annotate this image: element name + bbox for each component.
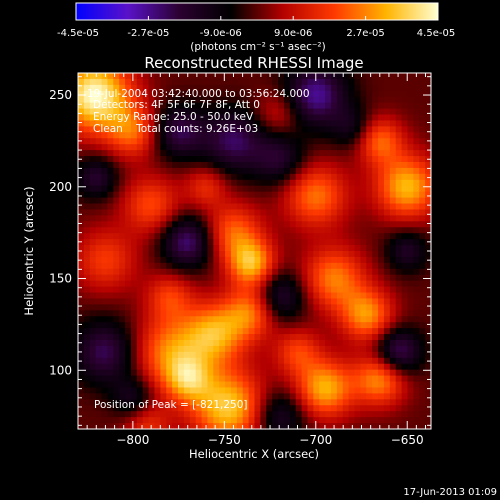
footer-date: 17-Jun-2013 01:09: [403, 487, 497, 498]
y-axis-label: Heliocentric Y (arcsec): [22, 186, 36, 315]
x-tick-label: −750: [208, 433, 241, 447]
x-tick-label: −800: [116, 433, 149, 447]
info-line-energy: Energy Range: 25.0 - 50.0 keV: [93, 111, 254, 123]
y-tick-label: 100: [49, 363, 72, 377]
colorbar-ticks: -4.5e-05 -2.7e-05 -9.0e-06 9.0e-06 2.7e-05 4.…: [57, 16, 455, 39]
chart-title: Reconstructed RHESSI Image: [144, 54, 363, 72]
colorbar: -4.5e-05 -2.7e-05 -9.0e-06 9.0e-06 2.7e-05 4.…: [57, 2, 455, 53]
colorbar-tick-label: -4.5e-05: [57, 28, 99, 39]
info-line-detectors: Detectors: 4F 5F 6F 7F 8F, Att 0: [93, 99, 260, 111]
heatmap: [78, 73, 431, 429]
colorbar-tick-label: -9.0e-06: [200, 28, 242, 39]
info-line-clean: Clean Total counts: 9.26E+03: [93, 123, 258, 135]
colorbar-unit-label: (photons cm⁻² s⁻¹ asec⁻²): [190, 41, 325, 53]
x-tick-label: −650: [391, 433, 424, 447]
colorbar-tick-label: 4.5e-05: [417, 28, 455, 39]
peak-position-label: Position of Peak = [-821,250]: [94, 399, 248, 411]
y-axis: 100 150 200 250: [49, 76, 431, 426]
x-axis: −800 −750 −700 −650: [86, 73, 427, 447]
colorbar-tick-label: -2.7e-05: [127, 28, 169, 39]
x-axis-label: Heliocentric X (arcsec): [189, 447, 319, 461]
y-tick-label: 250: [49, 88, 72, 102]
y-tick-label: 150: [49, 272, 72, 286]
colorbar-gradient: [75, 2, 439, 21]
y-tick-label: 200: [49, 180, 72, 194]
info-text: 19-Jul-2004 03:42:40.000 to 03:56:24.000…: [87, 88, 310, 135]
info-line-time: 19-Jul-2004 03:42:40.000 to 03:56:24.000: [87, 88, 310, 100]
colorbar-tick-label: 2.7e-05: [346, 28, 384, 39]
colorbar-tick-label: 9.0e-06: [274, 28, 312, 39]
x-tick-label: −700: [299, 433, 332, 447]
